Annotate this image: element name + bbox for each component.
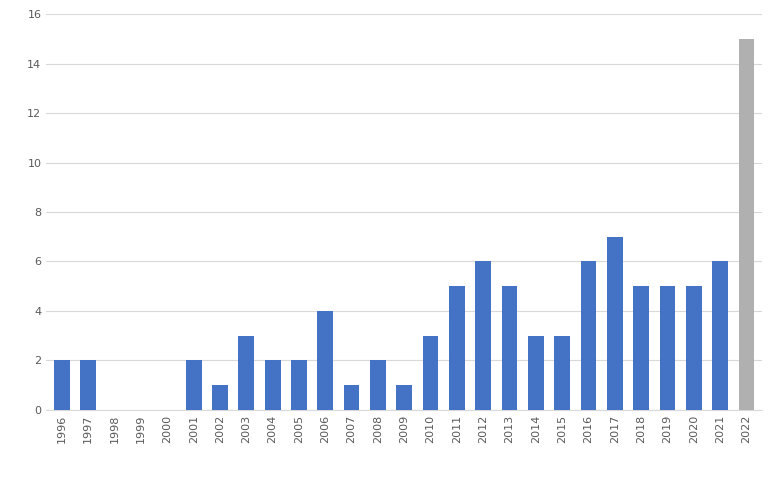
Bar	[633, 286, 649, 410]
Bar	[80, 361, 96, 410]
Bar	[343, 385, 360, 410]
Bar	[239, 335, 254, 410]
Bar	[502, 286, 517, 410]
Bar	[607, 237, 623, 410]
Bar	[186, 361, 202, 410]
Bar	[370, 361, 386, 410]
Bar	[528, 335, 544, 410]
Bar	[449, 286, 465, 410]
Bar	[554, 335, 570, 410]
Bar	[712, 261, 728, 410]
Bar	[738, 39, 755, 410]
Bar	[212, 385, 228, 410]
Bar	[581, 261, 597, 410]
Bar	[475, 261, 491, 410]
Bar	[397, 385, 412, 410]
Bar	[291, 361, 306, 410]
Bar	[686, 286, 701, 410]
Bar	[423, 335, 438, 410]
Bar	[265, 361, 280, 410]
Bar	[317, 311, 333, 410]
Bar	[660, 286, 675, 410]
Bar	[54, 361, 70, 410]
